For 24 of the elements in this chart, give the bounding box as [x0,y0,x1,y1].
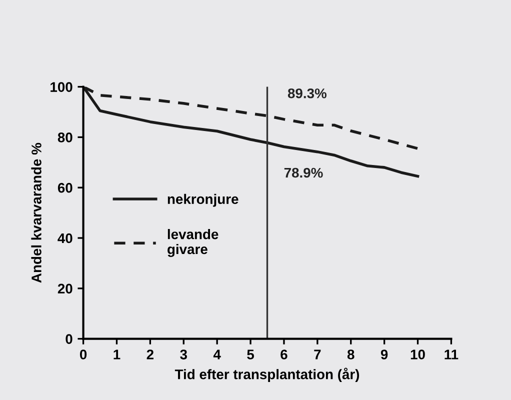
legend-label: levande givare [168,229,218,257]
x-tick-label: 6 [280,350,288,360]
x-tick-label: 0 [80,350,87,360]
x-tick-label: 4 [213,350,221,360]
y-tick-label: 40 [58,233,72,244]
y-tick-label: 0 [66,334,72,344]
x-tick-label: 10 [410,350,425,360]
x-axis-title: Tid efter transplantation (år) [174,368,360,382]
x-tick-label: 2 [146,350,154,360]
x-tick-label: 7 [314,350,321,360]
x-tick-label: 9 [380,350,388,360]
y-tick-label: 20 [58,284,72,294]
y-tick-label: 80 [58,132,72,142]
y-tick-label: 100 [50,82,72,92]
x-tick-label: 8 [347,350,354,360]
legend-label: nekronjure [168,194,238,207]
x-tick-label: 5 [247,350,254,360]
x-tick-label: 3 [180,350,187,360]
x-tick-label: 1 [114,350,120,360]
x-tick-label: 11 [444,350,458,360]
y-tick-label: 60 [58,182,72,193]
y-axis-title: Andel kvarvarande % [31,142,42,283]
annotation: 78.9% [284,168,323,178]
annotation: 89.3% [288,88,327,98]
